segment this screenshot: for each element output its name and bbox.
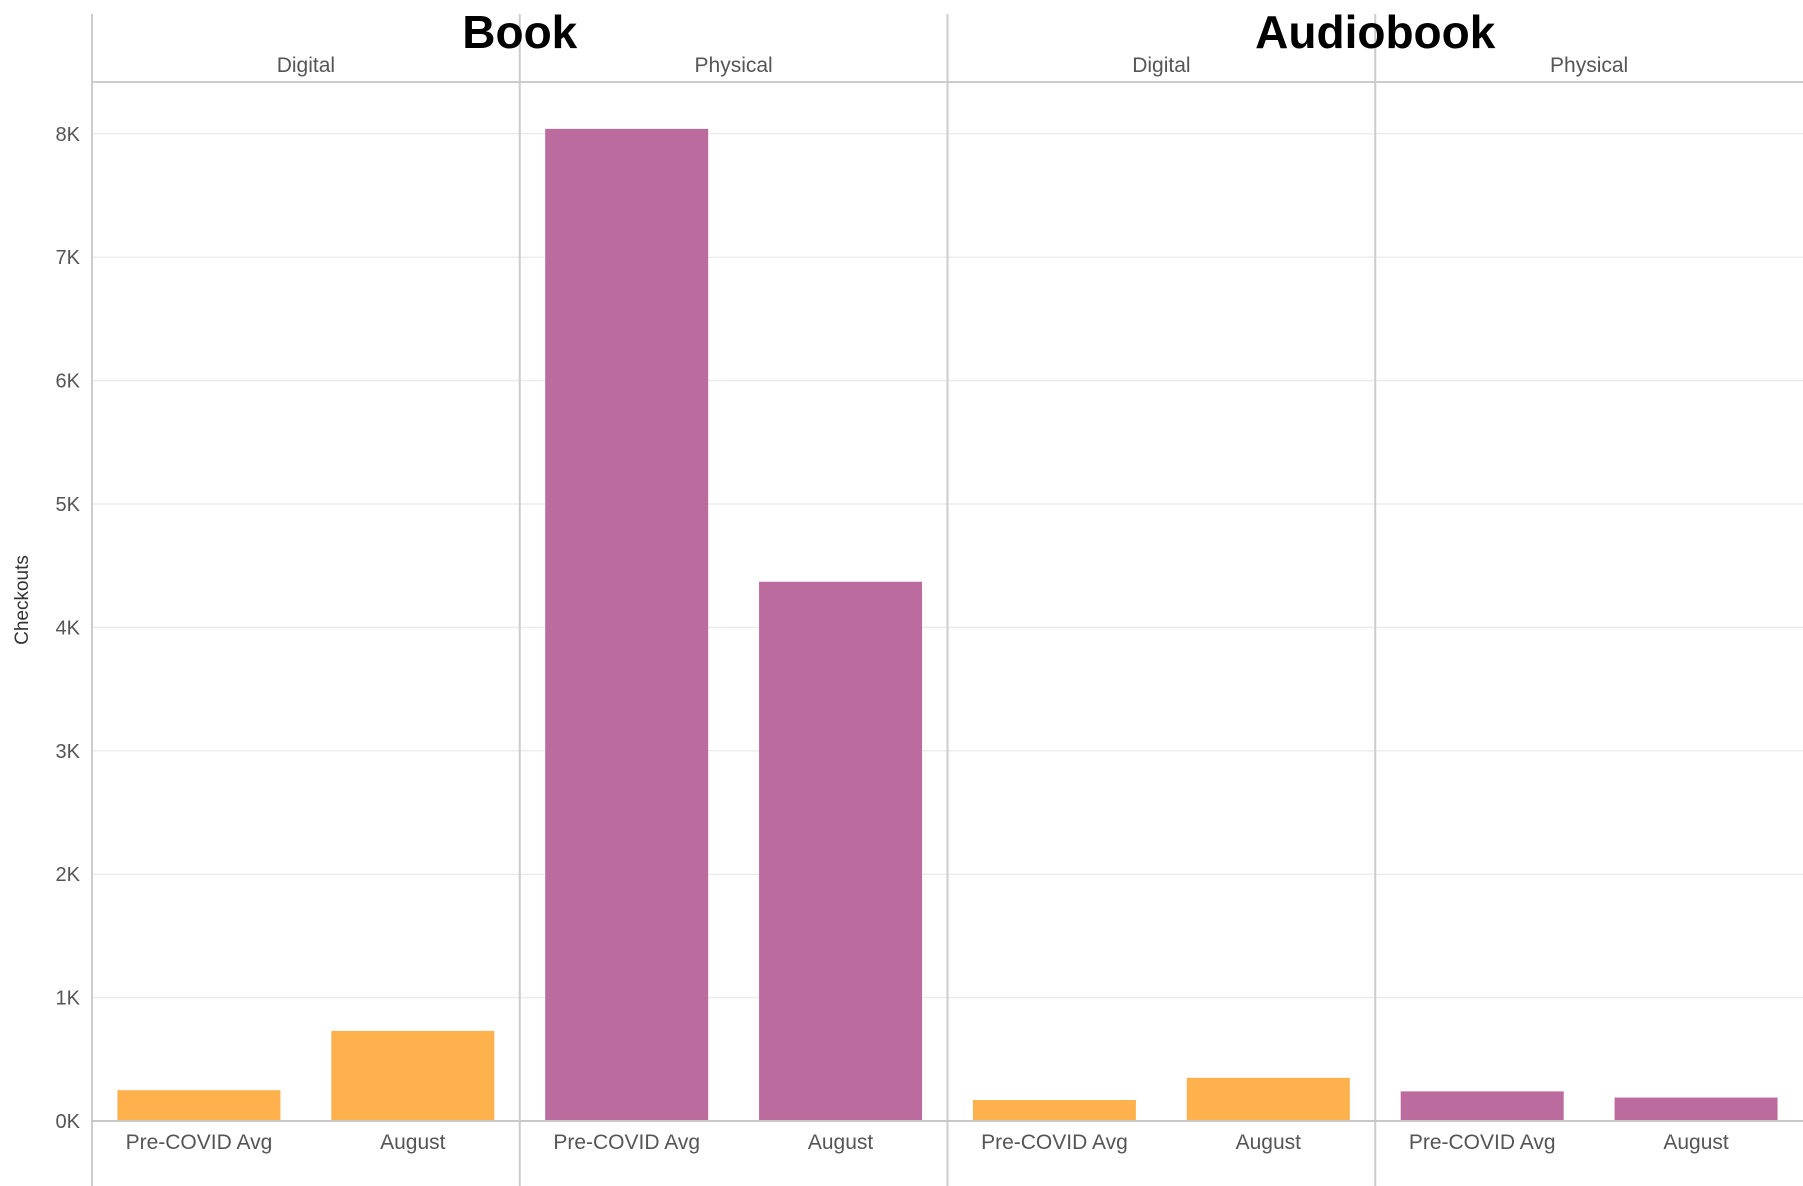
labels: 0K 1K 2K 3K 4K 5K 6K 7K 8K Book Digital Pre-COVID A… [56, 6, 1729, 1154]
panel-title: Physical [695, 54, 773, 77]
y-tick-label: 5K [56, 494, 81, 516]
y-axis-title: Checkouts [12, 555, 33, 645]
category-label: Pre-COVID Avg [981, 1131, 1128, 1154]
category-label: Pre-COVID Avg [553, 1131, 700, 1154]
bar [117, 1090, 281, 1121]
y-tick-label: 1K [56, 988, 81, 1010]
y-tick-label: 8K [56, 124, 81, 146]
panel-title: Digital [277, 54, 335, 77]
category-label: August [1236, 1131, 1302, 1154]
category-label: Pre-COVID Avg [126, 1131, 273, 1154]
panel-title: Digital [1132, 54, 1190, 77]
category-label: Pre-COVID Avg [1409, 1131, 1556, 1154]
bar [545, 128, 709, 1121]
y-tick-label: 3K [56, 741, 81, 763]
y-tick-label: 2K [56, 864, 81, 886]
panel-title: Physical [1550, 54, 1628, 77]
y-tick-label: 7K [56, 247, 81, 269]
y-tick-label: 0K [56, 1111, 81, 1133]
bar [1614, 1097, 1778, 1121]
bar [972, 1100, 1136, 1121]
panel-frame [91, 14, 1803, 1186]
category-label: August [1663, 1131, 1729, 1154]
bar [1186, 1077, 1350, 1121]
group-title: Book [462, 6, 577, 58]
group-title: Audiobook [1255, 6, 1496, 58]
y-tick-label: 6K [56, 371, 81, 393]
y-tick-label: 4K [56, 617, 81, 639]
category-label: August [808, 1131, 874, 1154]
bar [1400, 1091, 1564, 1121]
bar [331, 1030, 495, 1121]
bar [759, 581, 923, 1121]
bars [117, 128, 1778, 1121]
category-label: August [380, 1131, 446, 1154]
